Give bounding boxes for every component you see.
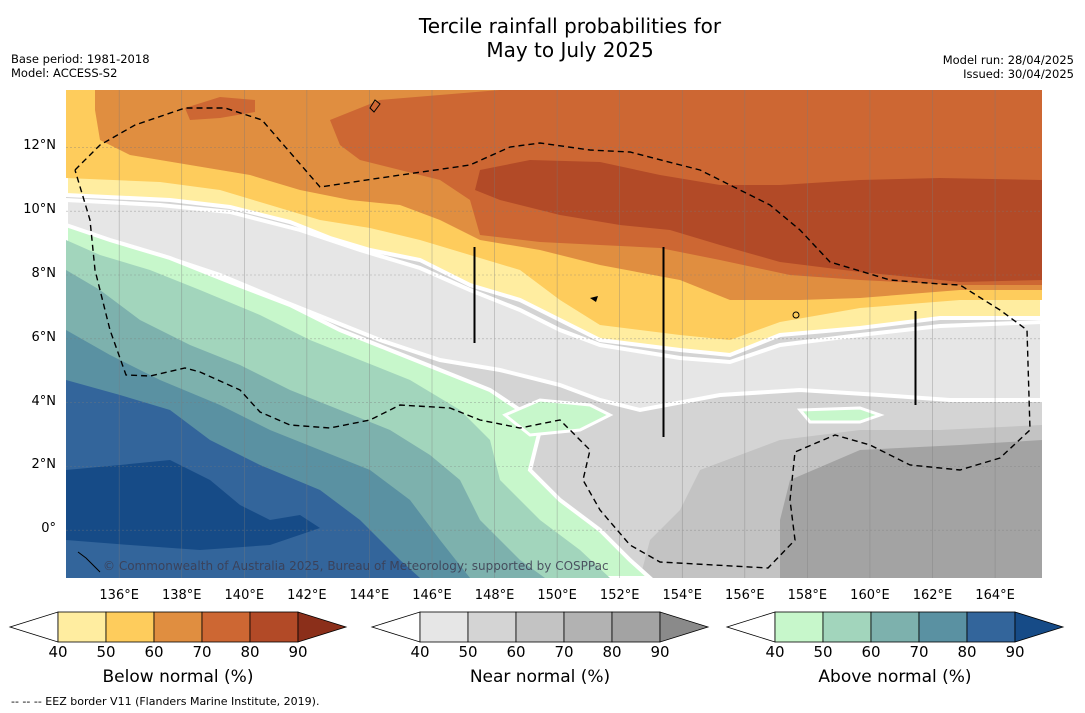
colorbar-segment bbox=[467, 611, 517, 643]
colorbar-segment bbox=[870, 611, 920, 643]
colorbar-under-triangle bbox=[725, 611, 776, 643]
colorbar-tick-label: 90 bbox=[1005, 643, 1025, 661]
lon-label: 136°E bbox=[99, 588, 139, 603]
colorbar-segment bbox=[611, 611, 661, 643]
map-title: Tercile rainfall probabilities for May t… bbox=[0, 14, 1085, 62]
colorbar-tick-label: 70 bbox=[554, 643, 574, 661]
lat-label: 2°N bbox=[31, 457, 57, 473]
lon-label: 152°E bbox=[599, 588, 640, 603]
island-outline-north bbox=[369, 99, 381, 113]
eez-footnote: -- -- -- EEZ border V11 (Flanders Marine… bbox=[11, 695, 320, 708]
lon-label: 148°E bbox=[474, 588, 515, 603]
colorbar-tick-label: 90 bbox=[288, 643, 308, 661]
base-period: Base period: 1981-2018 bbox=[11, 52, 150, 66]
lat-label: 10°N bbox=[23, 202, 56, 218]
colorbar-tick-label: 40 bbox=[410, 643, 430, 661]
colorbar-segment bbox=[822, 611, 872, 643]
lon-label: 140°E bbox=[224, 588, 265, 603]
colorbar-tick-label: 40 bbox=[48, 643, 68, 661]
colorbar-under-triangle bbox=[370, 611, 421, 643]
colorbar-tick-label: 60 bbox=[144, 643, 164, 661]
lon-label: 164°E bbox=[975, 588, 1015, 603]
island-outline-east bbox=[792, 311, 800, 319]
colorbar-tick-label: 80 bbox=[957, 643, 977, 661]
colorbar-tick-label: 70 bbox=[192, 643, 212, 661]
near-40-band bbox=[66, 197, 1042, 413]
gridlines bbox=[66, 90, 1042, 578]
lat-label: 8°N bbox=[31, 265, 57, 281]
island-outline-southwest bbox=[77, 551, 101, 573]
colorbar-segment bbox=[419, 611, 469, 643]
lon-label: 154°E bbox=[662, 588, 703, 603]
credit-text: © Commonwealth of Australia 2025, Bureau… bbox=[103, 559, 609, 573]
colorbar-segment bbox=[153, 611, 203, 643]
colorbar-near bbox=[370, 611, 710, 643]
meta-left: Base period: 1981-2018 Model: ACCESS-S2 bbox=[11, 52, 150, 80]
lat-label: 4°N bbox=[31, 393, 57, 409]
colorbar-above bbox=[725, 611, 1065, 643]
colorbar-over-triangle bbox=[659, 611, 710, 643]
colorbar-tick-label: 40 bbox=[765, 643, 785, 661]
colorbar-segment bbox=[515, 611, 565, 643]
lon-label: 158°E bbox=[787, 588, 828, 603]
issued-date: Issued: 30/04/2025 bbox=[963, 67, 1074, 81]
colorbar-segment bbox=[918, 611, 968, 643]
lat-label: 6°N bbox=[31, 329, 57, 345]
colorbar-segment bbox=[774, 611, 824, 643]
colorbar-over-triangle bbox=[1014, 611, 1065, 643]
colorbar-tick-label: 80 bbox=[602, 643, 622, 661]
colorbar-segment bbox=[966, 611, 1016, 643]
model-name: Model: ACCESS-S2 bbox=[11, 66, 118, 80]
lon-label: 150°E bbox=[537, 588, 577, 603]
meta-right: Model run: 28/04/2025 Issued: 30/04/2025 bbox=[943, 53, 1074, 81]
eez-border-fsm bbox=[74, 107, 1031, 569]
colorbar-title-above: Above normal (%) bbox=[818, 667, 972, 687]
lon-label: 142°E bbox=[287, 588, 327, 603]
title-line-2: May to July 2025 bbox=[486, 38, 654, 62]
colorbar-tick-label: 80 bbox=[240, 643, 260, 661]
colorbar-below bbox=[8, 611, 348, 643]
lon-label: 162°E bbox=[912, 588, 953, 603]
lat-label: 12°N bbox=[23, 138, 56, 154]
colorbar-segment bbox=[105, 611, 155, 643]
title-line-1: Tercile rainfall probabilities for bbox=[418, 14, 722, 38]
colorbar-tick-label: 60 bbox=[506, 643, 526, 661]
colorbar-tick-label: 90 bbox=[650, 643, 670, 661]
colorbar-segment bbox=[201, 611, 251, 643]
colorbar-segment bbox=[57, 611, 107, 643]
colorbar-tick-label: 50 bbox=[813, 643, 833, 661]
colorbar-tick-label: 60 bbox=[861, 643, 881, 661]
below-80-band bbox=[475, 160, 1042, 282]
model-run: Model run: 28/04/2025 bbox=[942, 53, 1074, 67]
near-70-band bbox=[780, 440, 1042, 578]
lon-label: 144°E bbox=[349, 588, 390, 603]
lon-label: 138°E bbox=[161, 588, 202, 603]
above-40-patch-east bbox=[796, 406, 885, 424]
colorbar-segment bbox=[249, 611, 299, 643]
above-90-band bbox=[66, 460, 320, 550]
colorbar-title-near: Near normal (%) bbox=[469, 667, 611, 687]
colorbar-under-triangle bbox=[8, 611, 59, 643]
lon-label: 146°E bbox=[412, 588, 452, 603]
colorbar-tick-label: 50 bbox=[96, 643, 116, 661]
colorbar-segment bbox=[563, 611, 613, 643]
colorbar-over-triangle bbox=[297, 611, 348, 643]
lon-label: 156°E bbox=[725, 588, 765, 603]
colorbar-title-below: Below normal (%) bbox=[102, 667, 254, 687]
map-area bbox=[66, 90, 1042, 578]
colorbar-tick-label: 50 bbox=[458, 643, 478, 661]
colorbar-tick-label: 70 bbox=[909, 643, 929, 661]
lon-label: 160°E bbox=[850, 588, 890, 603]
island-outline-central bbox=[590, 296, 598, 302]
lat-label: 0° bbox=[41, 521, 56, 537]
